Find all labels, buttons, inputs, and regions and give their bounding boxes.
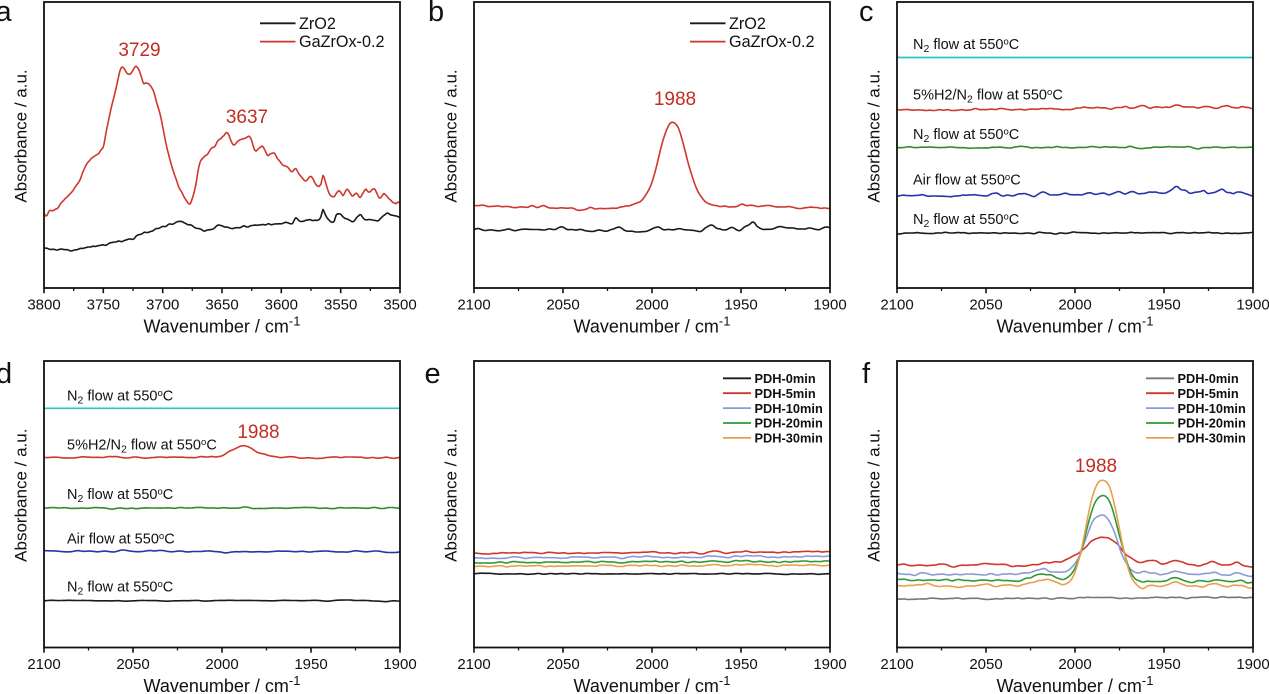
svg-text:3500: 3500 — [383, 297, 416, 314]
svg-text:1950: 1950 — [1147, 656, 1180, 673]
svg-text:3700: 3700 — [146, 297, 179, 314]
svg-text:PDH-30min: PDH-30min — [1178, 431, 1246, 446]
svg-text:PDH-20min: PDH-20min — [755, 416, 823, 431]
svg-text:c: c — [859, 0, 874, 28]
svg-text:1988: 1988 — [237, 422, 279, 443]
svg-text:ZrO2: ZrO2 — [729, 15, 766, 33]
svg-text:2000: 2000 — [1058, 656, 1091, 673]
svg-text:3550: 3550 — [324, 297, 357, 314]
svg-text:Absorbance / a.u.: Absorbance / a.u. — [865, 429, 884, 562]
svg-text:N2 flow at 550oC: N2 flow at 550oC — [67, 579, 173, 598]
svg-text:5%H2/N2 flow at 550oC: 5%H2/N2 flow at 550oC — [913, 87, 1063, 106]
svg-text:PDH-5min: PDH-5min — [1178, 386, 1239, 401]
svg-text:f: f — [862, 358, 871, 390]
svg-text:Air flow at 550oC: Air flow at 550oC — [913, 172, 1021, 189]
svg-text:2050: 2050 — [116, 656, 149, 673]
svg-text:1950: 1950 — [724, 297, 757, 314]
svg-text:2100: 2100 — [880, 656, 913, 673]
svg-text:Wavenumber / cm-1: Wavenumber / cm-1 — [574, 313, 731, 336]
svg-text:3729: 3729 — [118, 40, 160, 61]
svg-text:2000: 2000 — [1058, 297, 1091, 314]
svg-text:1900: 1900 — [1236, 656, 1269, 673]
svg-text:Air flow at 550oC: Air flow at 550oC — [67, 531, 175, 548]
svg-text:N2 flow at 550oC: N2 flow at 550oC — [67, 487, 173, 506]
svg-text:3637: 3637 — [226, 107, 268, 128]
svg-text:Wavenumber / cm-1: Wavenumber / cm-1 — [574, 673, 731, 694]
svg-text:3600: 3600 — [265, 297, 298, 314]
svg-text:a: a — [0, 0, 13, 28]
svg-text:N2 flow at 550oC: N2 flow at 550oC — [67, 388, 173, 407]
svg-text:d: d — [0, 358, 12, 390]
svg-text:2000: 2000 — [635, 297, 668, 314]
svg-text:Wavenumber / cm-1: Wavenumber / cm-1 — [144, 673, 301, 694]
svg-text:PDH-10min: PDH-10min — [1178, 401, 1246, 416]
svg-text:1988: 1988 — [654, 89, 696, 110]
svg-text:1988: 1988 — [1075, 456, 1117, 477]
svg-text:1900: 1900 — [813, 656, 846, 673]
svg-text:2050: 2050 — [546, 656, 579, 673]
svg-text:N2 flow at 550oC: N2 flow at 550oC — [913, 37, 1019, 56]
svg-text:PDH-20min: PDH-20min — [1178, 416, 1246, 431]
svg-text:Wavenumber / cm-1: Wavenumber / cm-1 — [997, 673, 1154, 694]
svg-text:2050: 2050 — [546, 297, 579, 314]
svg-text:2100: 2100 — [457, 656, 490, 673]
svg-text:2000: 2000 — [635, 656, 668, 673]
svg-text:Absorbance / a.u.: Absorbance / a.u. — [442, 429, 461, 562]
svg-text:3800: 3800 — [27, 297, 60, 314]
svg-text:Wavenumber / cm-1: Wavenumber / cm-1 — [997, 313, 1154, 336]
svg-text:2000: 2000 — [205, 656, 238, 673]
svg-text:2100: 2100 — [880, 297, 913, 314]
svg-text:PDH-30min: PDH-30min — [755, 431, 823, 446]
svg-text:Absorbance / a.u.: Absorbance / a.u. — [12, 429, 31, 562]
svg-text:1950: 1950 — [724, 656, 757, 673]
svg-text:2050: 2050 — [969, 297, 1002, 314]
svg-text:Wavenumber / cm-1: Wavenumber / cm-1 — [144, 313, 301, 336]
svg-text:PDH-0min: PDH-0min — [755, 371, 816, 386]
svg-text:2100: 2100 — [457, 297, 490, 314]
svg-text:1900: 1900 — [813, 297, 846, 314]
svg-text:b: b — [428, 0, 444, 28]
svg-text:PDH-0min: PDH-0min — [1178, 371, 1239, 386]
svg-text:GaZrOx-0.2: GaZrOx-0.2 — [299, 33, 384, 51]
svg-text:e: e — [425, 358, 441, 390]
svg-text:ZrO2: ZrO2 — [299, 15, 336, 33]
svg-text:PDH-10min: PDH-10min — [755, 401, 823, 416]
svg-text:2100: 2100 — [27, 656, 60, 673]
svg-text:2050: 2050 — [969, 656, 1002, 673]
svg-text:1900: 1900 — [383, 656, 416, 673]
svg-text:PDH-5min: PDH-5min — [755, 386, 816, 401]
svg-text:N2 flow at 550oC: N2 flow at 550oC — [913, 127, 1019, 146]
svg-text:Absorbance / a.u.: Absorbance / a.u. — [865, 69, 884, 202]
svg-text:1950: 1950 — [294, 656, 327, 673]
svg-text:Absorbance / a.u.: Absorbance / a.u. — [12, 69, 31, 202]
svg-text:1900: 1900 — [1236, 297, 1269, 314]
svg-text:5%H2/N2 flow at 550oC: 5%H2/N2 flow at 550oC — [67, 437, 217, 456]
svg-text:N2 flow at 550oC: N2 flow at 550oC — [913, 212, 1019, 231]
svg-text:Absorbance / a.u.: Absorbance / a.u. — [442, 69, 461, 202]
svg-text:1950: 1950 — [1147, 297, 1180, 314]
svg-text:3650: 3650 — [205, 297, 238, 314]
svg-text:GaZrOx-0.2: GaZrOx-0.2 — [729, 33, 814, 51]
svg-text:3750: 3750 — [87, 297, 120, 314]
